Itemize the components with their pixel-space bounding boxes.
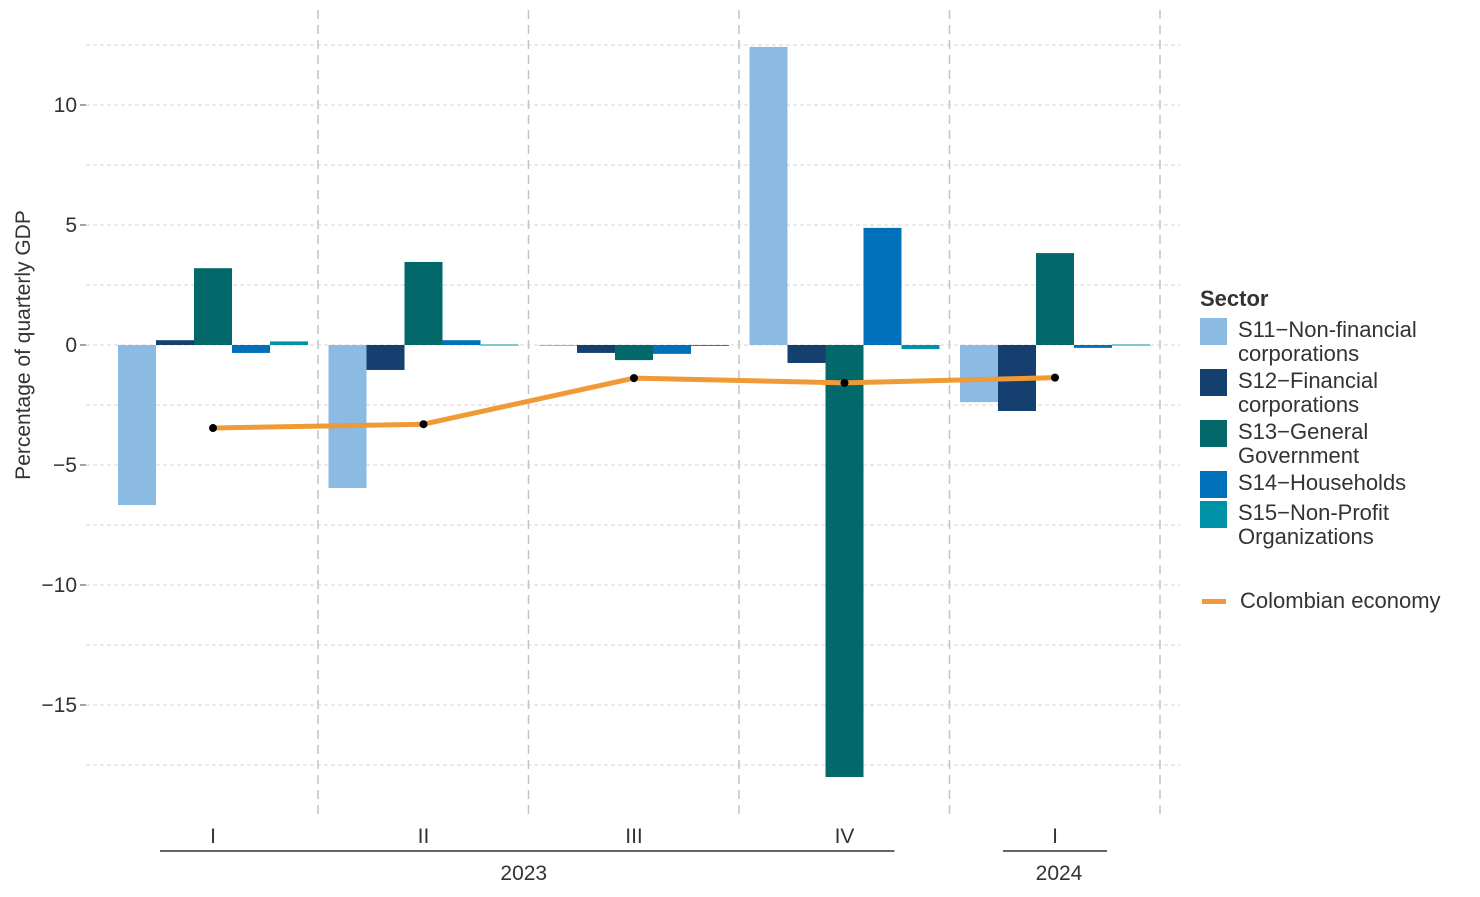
x-tick-label: III xyxy=(625,825,643,848)
bar-2-2 xyxy=(577,345,615,353)
bar-3-3 xyxy=(825,345,864,777)
bar-1-4 xyxy=(960,345,998,403)
line-point xyxy=(630,374,638,383)
y-tick-label: −15 xyxy=(41,694,77,717)
bar-2-3 xyxy=(787,345,826,363)
x-tick-label: I xyxy=(1052,825,1058,848)
legend-item-s15: S15−Non-Profit Organizations xyxy=(1200,501,1480,549)
bar-2-0 xyxy=(156,340,194,345)
bar-4-1 xyxy=(442,340,481,345)
y-axis-label: Percentage of quarterly GDP xyxy=(12,210,35,480)
bar-1-0 xyxy=(118,345,156,506)
legend-label: S14−Households xyxy=(1238,470,1407,495)
bar-4-3 xyxy=(863,227,902,345)
line-point xyxy=(209,424,217,433)
legend-label: S11−Non-financial corporations xyxy=(1238,317,1417,366)
bar-4-4 xyxy=(1074,345,1112,348)
legend-label: S12−Financial corporations xyxy=(1238,368,1379,417)
year-label: 2023 xyxy=(500,862,547,885)
legend-swatch xyxy=(1200,471,1227,498)
bar-3-1 xyxy=(404,261,443,345)
y-tick-label: 0 xyxy=(65,334,77,357)
legend-label: S13−General Government xyxy=(1238,419,1369,468)
legend-swatch xyxy=(1200,369,1227,396)
legend-swatch xyxy=(1200,501,1227,528)
bar-5-3 xyxy=(901,345,940,350)
y-tick-label: 10 xyxy=(54,94,77,117)
bar-1-1 xyxy=(328,345,367,489)
bar-3-4 xyxy=(1036,253,1074,345)
bar-1-2 xyxy=(539,345,577,346)
legend-line-swatch xyxy=(1202,599,1226,604)
legend-swatch xyxy=(1200,420,1227,447)
legend-item-s13: S13−General Government xyxy=(1200,420,1480,468)
x-tick-label: IV xyxy=(835,825,855,848)
legend-item-s11: S11−Non-financial corporations xyxy=(1200,318,1480,366)
bar-5-4 xyxy=(1112,344,1150,346)
line-point xyxy=(419,420,428,429)
bar-2-1 xyxy=(366,345,405,370)
legend-item-line: Colombian economy xyxy=(1200,589,1480,613)
bar-5-2 xyxy=(691,345,729,346)
legend-label: S15−Non-Profit Organizations xyxy=(1238,500,1390,549)
x-tick-label: II xyxy=(418,825,430,848)
legend: Sector S11−Non-financial corporations S1… xyxy=(1200,286,1480,616)
y-tick-label: 5 xyxy=(65,214,77,237)
bar-4-0 xyxy=(232,345,270,353)
legend-title: Sector xyxy=(1200,286,1269,311)
bar-3-0 xyxy=(194,268,232,345)
line-point xyxy=(1051,373,1059,382)
y-tick-label: −10 xyxy=(41,574,77,597)
legend-item-s14: S14−Households xyxy=(1200,471,1480,498)
line-point xyxy=(840,378,849,387)
bar-4-2 xyxy=(653,345,691,354)
bar-1-3 xyxy=(749,46,788,346)
bar-5-1 xyxy=(480,344,519,346)
bar-3-2 xyxy=(615,345,653,361)
x-tick-label: I xyxy=(210,825,216,848)
year-label: 2024 xyxy=(1036,862,1083,885)
y-tick-label: −5 xyxy=(53,454,77,477)
legend-item-s12: S12−Financial corporations xyxy=(1200,369,1480,417)
bar-5-0 xyxy=(270,341,308,345)
legend-swatch xyxy=(1200,318,1227,345)
legend-label: Colombian economy xyxy=(1240,588,1441,613)
